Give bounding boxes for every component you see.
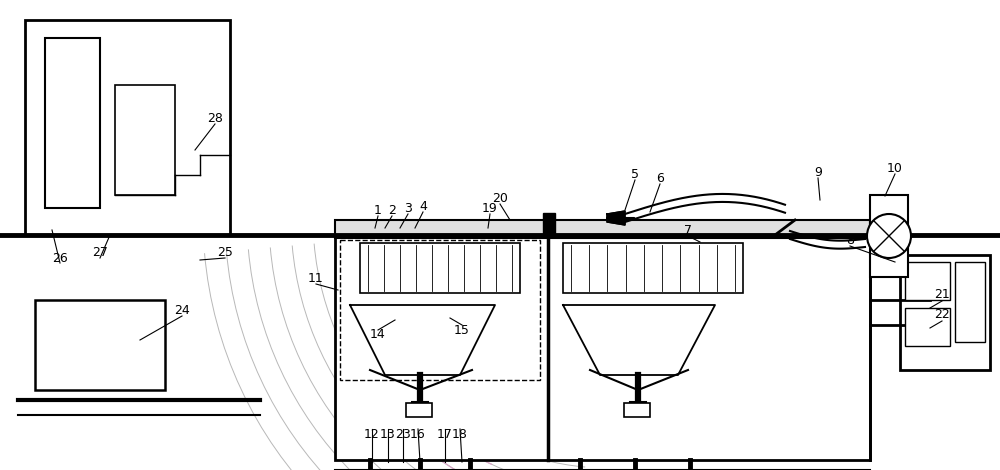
Text: 22: 22 — [934, 308, 950, 321]
Bar — [335, 220, 870, 238]
Bar — [905, 308, 950, 346]
Text: 4: 4 — [419, 199, 427, 212]
Bar — [35, 300, 165, 390]
Text: 16: 16 — [410, 429, 426, 441]
Bar — [115, 85, 175, 195]
Text: 14: 14 — [370, 329, 386, 342]
Text: 23: 23 — [395, 429, 411, 441]
Circle shape — [867, 214, 911, 258]
Text: 24: 24 — [174, 304, 190, 316]
Bar — [25, 20, 230, 235]
Text: 28: 28 — [207, 111, 223, 125]
Text: 12: 12 — [364, 429, 380, 441]
Bar — [335, 235, 870, 460]
Text: 7: 7 — [684, 224, 692, 236]
Bar — [955, 262, 985, 342]
Text: 13: 13 — [380, 429, 396, 441]
Text: 19: 19 — [482, 202, 498, 214]
Text: 6: 6 — [656, 172, 664, 185]
Bar — [543, 213, 555, 233]
Text: 20: 20 — [492, 191, 508, 204]
Text: 21: 21 — [934, 289, 950, 301]
Polygon shape — [607, 211, 625, 225]
Bar — [624, 403, 650, 417]
Bar — [900, 255, 990, 370]
Text: 3: 3 — [404, 202, 412, 214]
Text: 9: 9 — [814, 165, 822, 179]
Bar — [905, 262, 950, 300]
Text: 10: 10 — [887, 162, 903, 174]
Bar — [360, 243, 520, 293]
Text: 11: 11 — [308, 272, 324, 284]
Text: 26: 26 — [52, 251, 68, 265]
Text: 27: 27 — [92, 245, 108, 258]
Polygon shape — [350, 305, 495, 375]
Text: 25: 25 — [217, 245, 233, 258]
Bar — [870, 195, 908, 277]
Bar — [563, 243, 743, 293]
Bar — [45, 38, 100, 208]
Text: 17: 17 — [437, 429, 453, 441]
Text: 18: 18 — [452, 429, 468, 441]
Text: 8: 8 — [846, 234, 854, 246]
Text: 1: 1 — [374, 204, 382, 217]
Text: 15: 15 — [454, 323, 470, 337]
Text: 2: 2 — [388, 204, 396, 217]
Bar — [340, 240, 540, 380]
Bar — [406, 403, 432, 417]
Polygon shape — [563, 305, 715, 375]
Text: 5: 5 — [631, 169, 639, 181]
